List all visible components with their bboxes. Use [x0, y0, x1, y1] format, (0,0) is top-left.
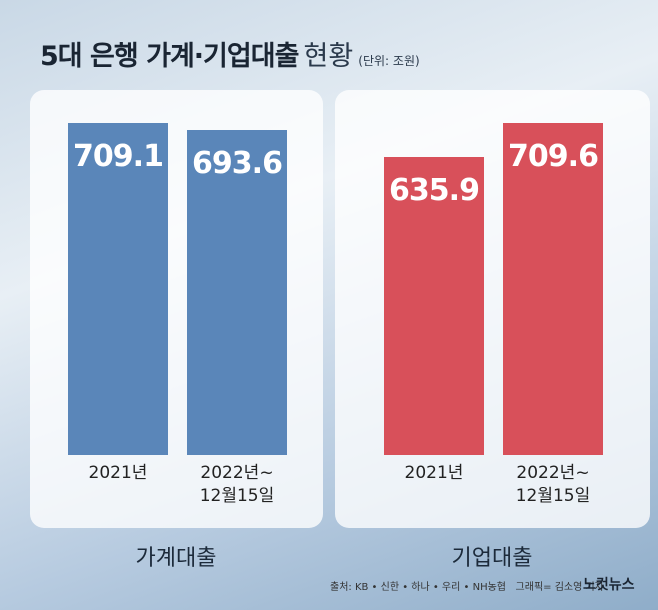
title: 5대 은행 가계·기업대출	[40, 41, 299, 72]
bar	[187, 130, 287, 455]
header: 5대 은행 가계·기업대출 현황 (단위: 조원)	[40, 34, 420, 73]
value-label: 709.6	[508, 139, 599, 174]
category-label: 2022년~ 12월15일	[515, 463, 591, 506]
unit: (단위: 조원)	[358, 54, 420, 68]
panel-title: 기업대출	[451, 546, 533, 571]
bar	[384, 157, 484, 455]
title-light: 현황	[303, 41, 354, 72]
category-label: 2021년	[404, 463, 464, 483]
footer: 출처: KB • 신한 • 하나 • 우리 • NH농협 그래픽= 김소영 기자	[330, 578, 604, 593]
source: 출처: KB • 신한 • 하나 • 우리 • NH농협	[330, 582, 506, 593]
category-label: 2022년~ 12월15일	[199, 463, 275, 506]
credit: 그래픽= 김소영 기자	[515, 582, 604, 593]
value-label: 709.1	[73, 139, 164, 175]
bar	[68, 123, 168, 455]
logo: 노컷뉴스	[583, 577, 635, 593]
value-label: 635.9	[389, 173, 480, 209]
category-label: 2021년	[88, 463, 148, 483]
panel-title: 가계대출	[135, 546, 217, 571]
value-label: 693.6	[192, 146, 283, 182]
bar	[503, 123, 603, 455]
